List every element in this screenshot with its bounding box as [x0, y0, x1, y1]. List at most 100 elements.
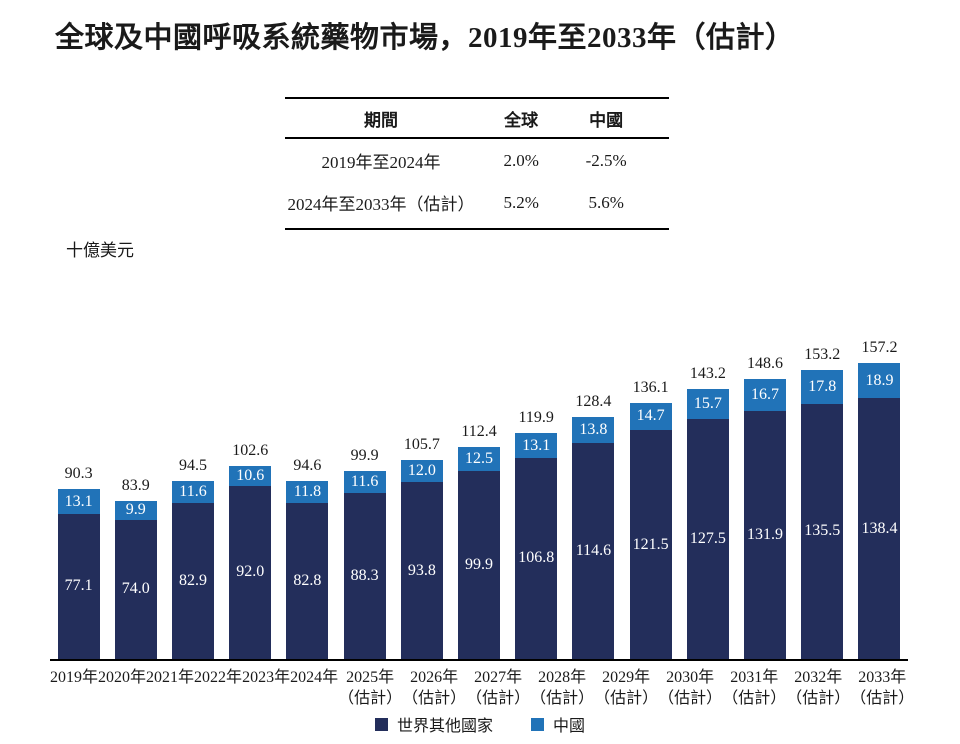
x-axis-label-estimate: （估計） [850, 690, 915, 707]
bar-total-label: 153.2 [804, 346, 841, 364]
bar-total-label: 148.6 [747, 355, 784, 373]
stacked-bar-chart: 90.3 13.1 77.1 83.9 9.9 74.0 94.5 11.6 82.9 102.6… [50, 330, 908, 661]
bar-segment-value: 127.5 [689, 529, 726, 547]
bar-segment-china: 14.7 [629, 402, 672, 431]
bar-total-label: 94.6 [293, 456, 322, 474]
bar-group: 94.5 11.6 82.9 [164, 330, 221, 659]
x-axis-label: 2020年 [98, 669, 147, 686]
x-axis-label: 2027年 （估計） [466, 669, 531, 707]
bar-group: 99.9 11.6 88.3 [336, 330, 393, 659]
bar-segment-value: 88.3 [350, 566, 379, 584]
page-title: 全球及中國呼吸系統藥物市場，2019年至2033年（估計） [55, 22, 795, 54]
bar-segment-rest-of-world: 131.9 [744, 410, 787, 659]
bar-segment-rest-of-world: 74.0 [114, 519, 157, 659]
bar-segment-value: 9.9 [125, 501, 146, 519]
bar-segment-china: 11.6 [172, 481, 214, 503]
bar-total-label: 94.5 [179, 457, 207, 475]
bar-segment-value: 99.9 [465, 555, 494, 573]
x-axis-label: 2023年 [242, 669, 291, 686]
bar-segment-value: 14.7 [636, 407, 665, 425]
growth-table-header-row: 期間 全球 中國 [285, 98, 669, 138]
bar-segment-rest-of-world: 93.8 [400, 482, 443, 659]
x-axis-label-estimate: （估計） [658, 690, 723, 707]
bar-group: 112.4 12.5 99.9 [450, 330, 507, 659]
bar-segment-china: 13.1 [57, 489, 100, 514]
growth-table: 期間 全球 中國 2019年至2024年 2.0% -2.5% 2024年至2033年… [285, 97, 669, 230]
bar-group: 94.6 11.8 82.8 [279, 330, 336, 659]
bar-segment-china: 11.6 [343, 470, 386, 493]
bar-segment-china: 18.9 [858, 362, 901, 399]
growth-table-cell: 2.0% [503, 150, 539, 170]
bar-segment-value: 106.8 [518, 549, 555, 567]
legend-label: 世界其他國家 [396, 718, 493, 735]
bar-segment-value: 16.7 [751, 385, 780, 403]
bar-group: 83.9 9.9 74.0 [107, 330, 164, 659]
bar-segment-value: 13.1 [64, 492, 93, 510]
legend-swatch [531, 717, 544, 731]
bar-group: 119.9 13.1 106.8 [508, 330, 565, 659]
bar-segment-value: 13.1 [522, 436, 551, 454]
bar-segment-rest-of-world: 82.9 [172, 502, 214, 659]
bar-segment-value: 11.6 [350, 472, 379, 490]
bar-segment-value: 18.9 [865, 371, 894, 389]
growth-table-header-period: 期間 [364, 111, 398, 130]
bar-segment-value: 114.6 [575, 542, 612, 560]
bar-segment-value: 10.6 [236, 466, 265, 484]
bar-total-label: 105.7 [403, 435, 440, 453]
chart-legend: 世界其他國家 中國 [0, 712, 960, 736]
x-axis-label-estimate: （估計） [466, 690, 531, 707]
x-axis-label: 2033年 （估計） [850, 669, 915, 707]
bar-segment-value: 11.8 [293, 482, 322, 500]
x-axis-label: 2032年 （估計） [786, 669, 851, 707]
bar-segment-rest-of-world: 106.8 [515, 457, 558, 659]
bar-total-label: 83.9 [121, 477, 150, 495]
bar-segment-value: 121.5 [632, 535, 669, 553]
bar-segment-china: 12.0 [400, 459, 443, 483]
bar-segment-value: 135.5 [804, 522, 841, 540]
bar-segment-value: 93.8 [407, 561, 436, 579]
bar-segment-rest-of-world: 121.5 [629, 430, 672, 659]
bar-segment-rest-of-world: 92.0 [229, 485, 272, 659]
bar-group: 143.2 15.7 127.5 [679, 330, 736, 659]
bar-segment-value: 138.4 [861, 519, 898, 537]
bar-segment-china: 15.7 [686, 389, 729, 419]
bar-segment-value: 82.8 [293, 572, 322, 590]
bar-group: 153.2 17.8 135.5 [794, 330, 851, 659]
bar-segment-value: 12.5 [465, 450, 494, 468]
bar-total-label: 128.4 [575, 393, 612, 411]
bar-segment-value: 82.9 [179, 571, 207, 589]
growth-table-header-global: 全球 [504, 111, 539, 130]
x-axis-label: 2028年 （估計） [530, 669, 595, 707]
bar-segment-value: 11.6 [179, 482, 207, 500]
bar-segment-value: 17.8 [808, 378, 837, 396]
x-axis-label: 2031年 （估計） [722, 669, 787, 707]
bar-segment-china: 17.8 [801, 370, 844, 404]
legend-item: 中國 [531, 712, 585, 736]
bar-segment-china: 13.1 [515, 433, 558, 458]
x-axis-label: 2030年 （估計） [658, 669, 723, 707]
legend-label: 中國 [553, 718, 586, 735]
bar-segment-rest-of-world: 88.3 [343, 492, 386, 659]
bar-segment-rest-of-world: 138.4 [858, 398, 901, 659]
bar-group: 148.6 16.7 131.9 [736, 330, 793, 659]
y-axis-unit-label: 十億美元 [66, 241, 134, 260]
bar-group: 102.6 10.6 92.0 [222, 330, 279, 659]
bar-segment-rest-of-world: 135.5 [801, 403, 844, 659]
x-axis-label: 2019年 [50, 669, 99, 686]
bar-segment-china: 13.8 [572, 417, 615, 444]
x-axis-label: 2026年 （估計） [402, 669, 467, 707]
bar-segment-value: 15.7 [693, 395, 722, 413]
x-axis-label: 2024年 [290, 669, 339, 686]
bar-segment-china: 9.9 [114, 501, 157, 520]
bar-segment-china: 16.7 [744, 379, 787, 411]
legend-swatch [374, 717, 388, 731]
growth-table-row: 2024年至2033年（估計） 5.2% 5.6% [285, 181, 669, 229]
x-axis-label: 2025年 （估計） [338, 669, 403, 707]
growth-table-cell: -2.5% [585, 150, 627, 170]
growth-table-cell: 2019年至2024年 [321, 153, 441, 172]
x-axis-label-estimate: （估計） [402, 690, 467, 707]
bar-segment-rest-of-world: 99.9 [458, 470, 501, 659]
growth-table-row: 2019年至2024年 2.0% -2.5% [285, 138, 669, 181]
bar-total-label: 136.1 [632, 378, 669, 396]
bar-group: 157.2 18.9 138.4 [851, 330, 908, 659]
